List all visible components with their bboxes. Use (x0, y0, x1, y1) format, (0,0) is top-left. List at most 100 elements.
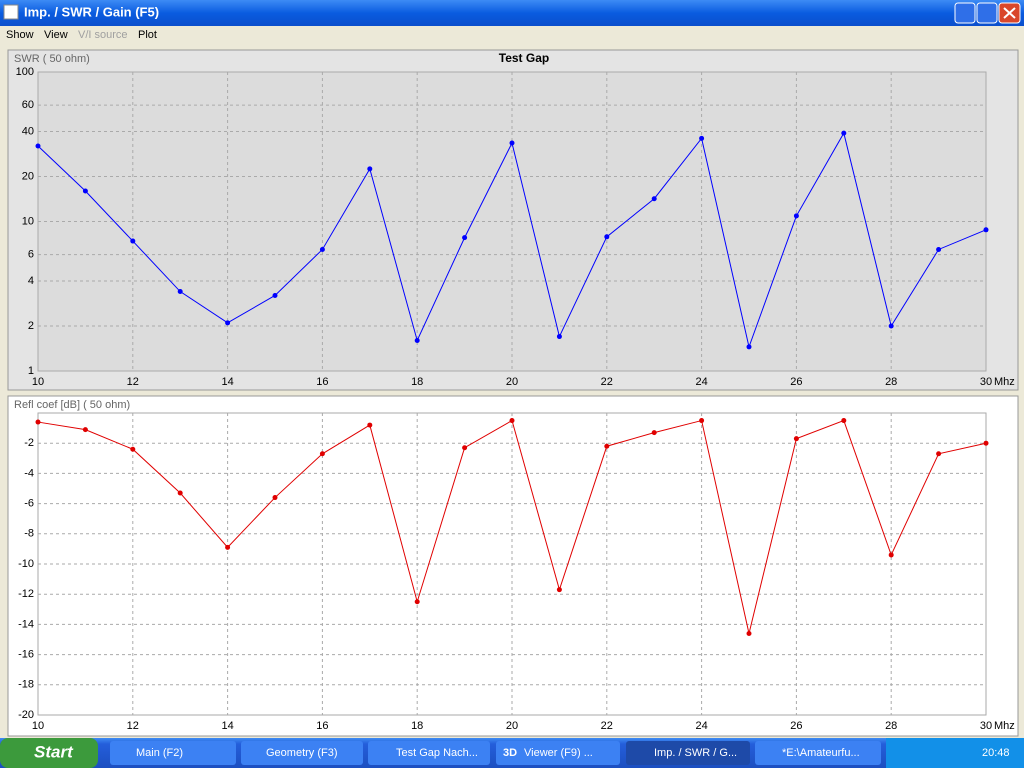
x-tick-label: 10 (32, 720, 44, 732)
y-tick-label: 40 (22, 125, 34, 137)
data-point (130, 446, 136, 452)
x-tick-label: 26 (790, 720, 802, 732)
x-unit-label: Mhz (994, 376, 1015, 388)
y-tick-label: -16 (18, 649, 34, 661)
data-point (462, 445, 468, 451)
data-point (225, 320, 231, 326)
x-tick-label: 30 (980, 720, 992, 732)
y-tick-label: 100 (16, 66, 34, 78)
y-tick-label: 10 (22, 215, 34, 227)
data-point (793, 436, 799, 442)
data-point (841, 418, 847, 424)
data-point (272, 292, 278, 298)
x-tick-label: 24 (695, 720, 707, 732)
data-point (651, 430, 657, 436)
data-point (82, 188, 88, 194)
y-tick-label: 60 (22, 99, 34, 111)
y-tick-label: -18 (18, 679, 34, 691)
data-point (509, 140, 515, 146)
x-tick-label: 24 (695, 376, 707, 388)
data-point (225, 544, 231, 550)
x-tick-label: 30 (980, 376, 992, 388)
y-tick-label: 1 (28, 365, 34, 377)
data-point (983, 440, 989, 446)
task-icon-label: 3D (503, 747, 517, 759)
y-tick-label: -8 (24, 528, 34, 540)
minimize-button[interactable] (954, 2, 976, 24)
data-point (556, 587, 562, 593)
data-point (651, 196, 657, 202)
x-unit-label: Mhz (994, 720, 1015, 732)
task-label: Geometry (F3) (266, 747, 338, 759)
task-label: Test Gap Nach... (396, 747, 478, 759)
data-point (604, 443, 610, 449)
start-label: Start (34, 742, 74, 761)
data-point (35, 143, 41, 149)
task-label: *E:\Amateurfu... (782, 747, 860, 759)
task-button[interactable] (496, 741, 620, 765)
y-tick-label: -4 (24, 467, 34, 479)
title-bar (0, 0, 1024, 26)
x-tick-label: 22 (601, 376, 613, 388)
app-icon (3, 4, 19, 20)
x-tick-label: 14 (221, 376, 233, 388)
maximize-button[interactable] (976, 2, 998, 24)
x-tick-label: 12 (127, 376, 139, 388)
close-icon (1003, 7, 1016, 19)
data-point (983, 227, 989, 233)
data-point (746, 630, 752, 636)
menu-item[interactable]: Plot (138, 29, 157, 41)
data-point (319, 451, 325, 457)
data-point (841, 130, 847, 136)
y-tick-label: 4 (28, 275, 34, 287)
data-point (462, 235, 468, 241)
data-point (604, 234, 610, 240)
data-point (82, 427, 88, 433)
y-tick-label: -12 (18, 588, 34, 600)
task-label: Main (F2) (136, 747, 183, 759)
x-tick-label: 18 (411, 720, 423, 732)
task-button[interactable] (110, 741, 236, 765)
window-title: Imp. / SWR / Gain (F5) (24, 4, 159, 19)
task-button[interactable] (755, 741, 881, 765)
data-point (888, 552, 894, 558)
y-tick-label: -2 (24, 437, 34, 449)
data-point (414, 599, 420, 605)
x-tick-label: 12 (127, 720, 139, 732)
y-tick-label: -10 (18, 558, 34, 570)
data-point (699, 135, 705, 141)
x-tick-label: 10 (32, 376, 44, 388)
data-point (699, 418, 705, 424)
menu-item: V/I source (78, 29, 128, 41)
data-point (888, 323, 894, 329)
start-button[interactable] (0, 738, 98, 768)
x-tick-label: 14 (221, 720, 233, 732)
system-tray (886, 738, 1024, 768)
data-point (414, 337, 420, 343)
data-point (793, 213, 799, 219)
menu-item[interactable]: View (44, 29, 68, 41)
data-point (177, 490, 183, 496)
x-tick-label: 28 (885, 376, 897, 388)
task-buttons: Main (F2) Geometry (F3) Test Gap Nach...… (110, 741, 881, 765)
y-tick-label: 6 (28, 249, 34, 261)
x-tick-label: 20 (506, 720, 518, 732)
menu-item[interactable]: Show (6, 29, 34, 41)
data-point (936, 451, 942, 457)
y-tick-label: -14 (18, 618, 34, 630)
y-axis-label: SWR ( 50 ohm) (14, 53, 90, 65)
x-tick-label: 22 (601, 720, 613, 732)
x-tick-label: 28 (885, 720, 897, 732)
y-tick-label: 20 (22, 170, 34, 182)
task-label: Imp. / SWR / G... (654, 747, 737, 759)
task-button-active[interactable] (626, 741, 750, 765)
y-tick-label: 2 (28, 320, 34, 332)
clock: 20:48 (982, 747, 1010, 759)
task-button[interactable] (368, 741, 490, 765)
data-point (272, 495, 278, 501)
chart-title: Test Gap (499, 51, 549, 65)
x-tick-label: 16 (316, 720, 328, 732)
x-tick-label: 26 (790, 376, 802, 388)
task-button[interactable] (241, 741, 363, 765)
